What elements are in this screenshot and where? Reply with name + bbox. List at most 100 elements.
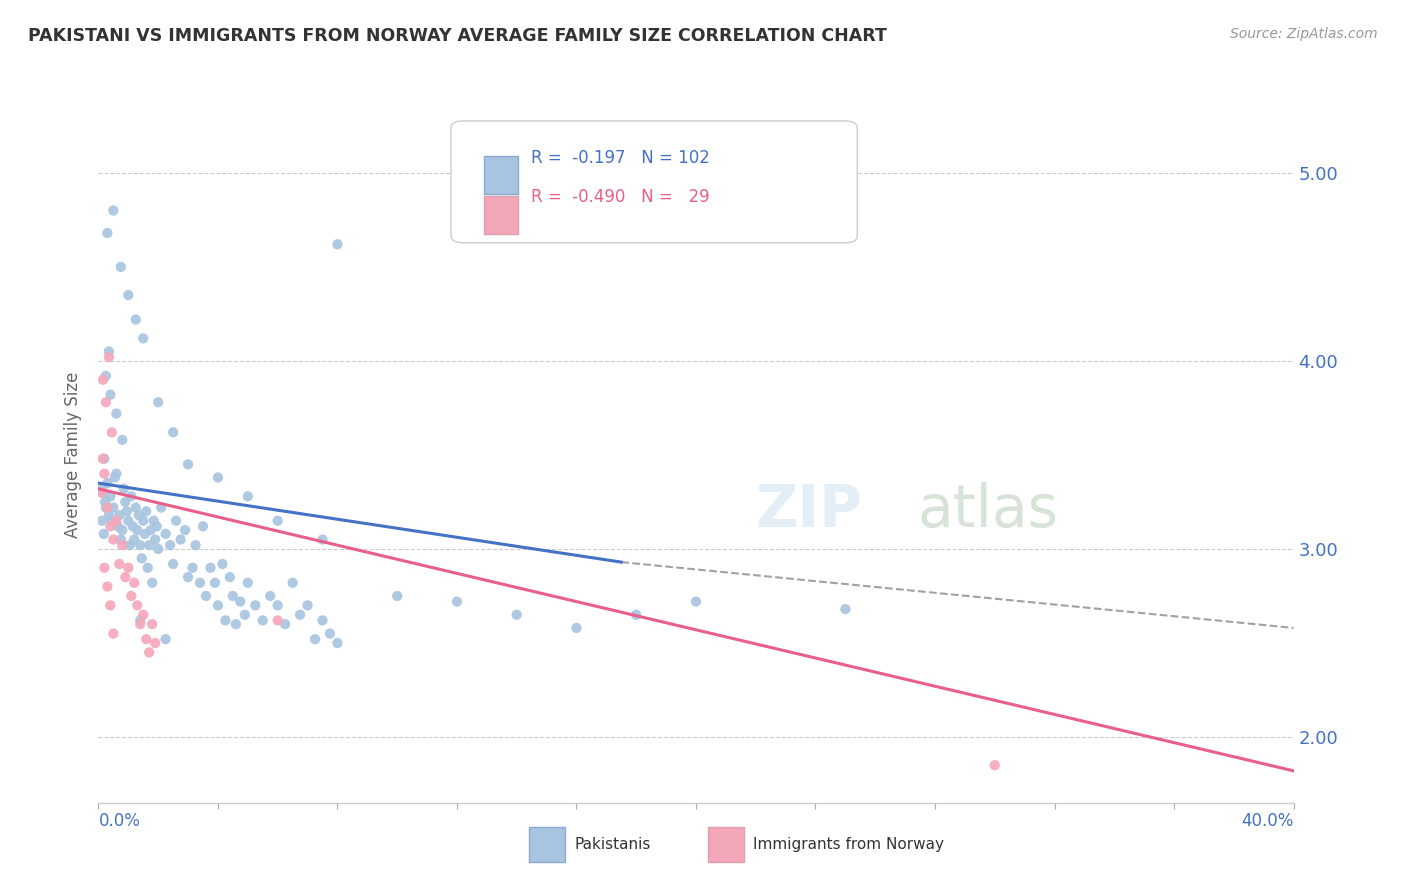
- Point: [195, 589, 218, 603]
- Point: [94, 500, 117, 515]
- Point: [111, 538, 134, 552]
- Point: [311, 614, 333, 628]
- Point: [93, 467, 115, 481]
- Point: [267, 599, 290, 613]
- Point: [101, 514, 124, 528]
- Point: [111, 523, 134, 537]
- Point: [129, 614, 152, 628]
- Point: [155, 632, 177, 647]
- FancyBboxPatch shape: [451, 121, 858, 243]
- Point: [207, 599, 229, 613]
- FancyBboxPatch shape: [485, 156, 517, 194]
- Point: [311, 533, 333, 547]
- Point: [446, 594, 468, 608]
- Point: [93, 527, 115, 541]
- Point: [236, 489, 259, 503]
- Point: [118, 538, 141, 552]
- Point: [174, 523, 197, 537]
- Point: [181, 560, 204, 574]
- Point: [281, 575, 304, 590]
- Point: [91, 485, 114, 500]
- Point: [288, 607, 311, 622]
- FancyBboxPatch shape: [529, 827, 565, 862]
- Point: [162, 425, 184, 440]
- Point: [138, 538, 160, 552]
- Point: [103, 203, 125, 218]
- Point: [134, 527, 156, 541]
- Point: [124, 575, 146, 590]
- Point: [259, 589, 281, 603]
- Point: [105, 514, 128, 528]
- Y-axis label: Average Family Size: Average Family Size: [65, 372, 83, 538]
- Point: [132, 331, 155, 345]
- Point: [326, 636, 349, 650]
- Point: [626, 607, 648, 622]
- Point: [114, 495, 136, 509]
- Point: [127, 523, 149, 537]
- Point: [132, 514, 155, 528]
- Point: [115, 504, 138, 518]
- Text: R =  -0.197   N = 102: R = -0.197 N = 102: [531, 149, 710, 167]
- Point: [141, 617, 163, 632]
- Point: [139, 523, 162, 537]
- Point: [274, 617, 297, 632]
- Point: [150, 500, 173, 515]
- Point: [97, 344, 120, 359]
- Text: Source: ZipAtlas.com: Source: ZipAtlas.com: [1230, 27, 1378, 41]
- Point: [111, 433, 134, 447]
- Point: [136, 560, 159, 574]
- Point: [385, 589, 409, 603]
- Point: [108, 557, 131, 571]
- Point: [219, 570, 242, 584]
- Point: [252, 614, 274, 628]
- Point: [101, 425, 124, 440]
- Point: [211, 557, 233, 571]
- Point: [120, 589, 142, 603]
- Point: [125, 312, 148, 326]
- Text: atlas: atlas: [917, 482, 1059, 539]
- Point: [132, 607, 155, 622]
- Text: ZIP: ZIP: [756, 482, 863, 539]
- Point: [169, 533, 191, 547]
- Point: [229, 594, 252, 608]
- Point: [148, 541, 170, 556]
- Point: [143, 533, 166, 547]
- Point: [104, 470, 127, 484]
- Point: [91, 451, 114, 466]
- Point: [297, 599, 319, 613]
- Point: [326, 237, 349, 252]
- Point: [94, 368, 117, 383]
- Point: [162, 557, 184, 571]
- Point: [685, 594, 707, 608]
- Point: [155, 527, 177, 541]
- Point: [177, 458, 200, 472]
- Text: Immigrants from Norway: Immigrants from Norway: [754, 837, 945, 852]
- Point: [96, 500, 118, 515]
- Point: [91, 514, 114, 528]
- Point: [200, 560, 222, 574]
- Point: [125, 500, 148, 515]
- Text: 40.0%: 40.0%: [1241, 813, 1294, 830]
- Point: [112, 482, 135, 496]
- Point: [222, 589, 245, 603]
- Point: [141, 575, 163, 590]
- Point: [236, 575, 259, 590]
- Point: [177, 570, 200, 584]
- Point: [184, 538, 207, 552]
- FancyBboxPatch shape: [485, 195, 517, 234]
- Point: [117, 514, 139, 528]
- Point: [103, 500, 125, 515]
- Point: [124, 533, 146, 547]
- Text: PAKISTANI VS IMMIGRANTS FROM NORWAY AVERAGE FAMILY SIZE CORRELATION CHART: PAKISTANI VS IMMIGRANTS FROM NORWAY AVER…: [28, 27, 887, 45]
- Point: [100, 599, 122, 613]
- Point: [110, 260, 132, 274]
- Point: [145, 519, 167, 533]
- Point: [90, 485, 112, 500]
- Point: [506, 607, 529, 622]
- Point: [117, 560, 139, 574]
- Point: [165, 514, 187, 528]
- Point: [96, 226, 118, 240]
- Point: [127, 599, 149, 613]
- Point: [94, 495, 117, 509]
- Point: [114, 570, 136, 584]
